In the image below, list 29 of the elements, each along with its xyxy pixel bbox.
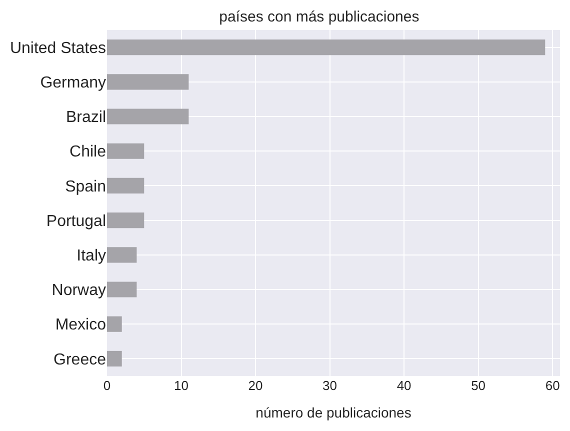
x-tick-label: 30 [322, 378, 338, 393]
bar [107, 40, 546, 56]
y-tick-label: Portugal [46, 212, 106, 230]
y-tick-label: Mexico [55, 316, 106, 334]
x-tick-label: 20 [248, 378, 263, 393]
bar [107, 247, 137, 263]
bar [107, 143, 144, 159]
y-tick-label: Brazil [66, 109, 106, 126]
bar [107, 74, 189, 90]
x-tick-label: 50 [471, 378, 486, 393]
x-tick-label: 0 [103, 378, 111, 393]
y-tick-label: Spain [65, 178, 106, 196]
bar [107, 282, 137, 298]
y-tick-label: Italy [76, 248, 106, 264]
y-tick-label: Greece [54, 351, 106, 368]
bar [107, 350, 122, 366]
bar [107, 178, 144, 194]
y-tick-label: Chile [70, 144, 106, 161]
x-tick-label: 40 [396, 378, 412, 393]
y-tick-label: Germany [40, 74, 106, 92]
bar [107, 212, 144, 228]
x-axis-title: número de publicaciones [256, 404, 412, 420]
bar [107, 316, 122, 332]
bar [107, 108, 189, 124]
y-tick-label: United States [10, 40, 106, 57]
x-tick-label: 10 [174, 378, 188, 393]
y-tick-label: Norway [52, 282, 106, 300]
chart-title: países con más publicaciones [219, 8, 420, 26]
x-tick-label: 60 [545, 378, 560, 393]
